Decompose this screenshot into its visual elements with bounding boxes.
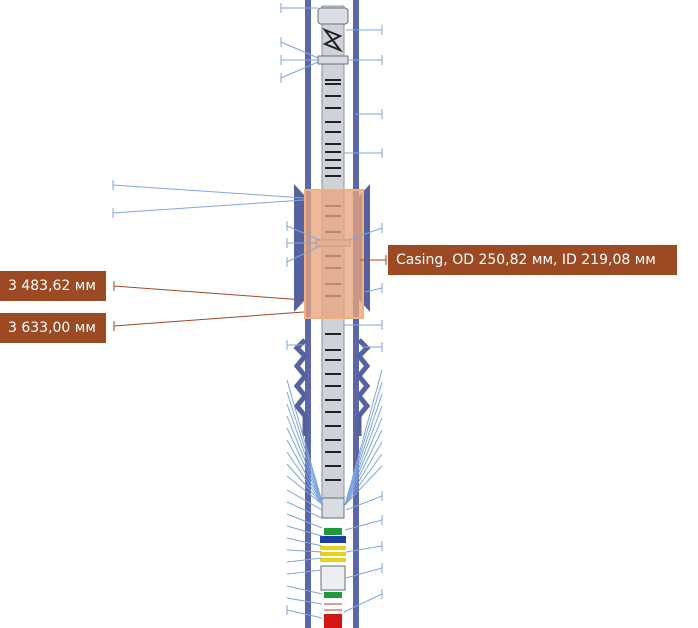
callout-lines-right [343, 25, 383, 613]
callout-lines-left [112, 3, 324, 619]
casing-label: Casing, OD 250,82 мм, ID 219,08 мм [388, 245, 677, 275]
depth-bottom-label: 3 633,00 мм [0, 313, 106, 343]
callout-lines-highlighted [113, 255, 387, 331]
selected-casing-highlight [304, 189, 364, 319]
depth-top-label: 3 483,62 мм [0, 271, 106, 301]
